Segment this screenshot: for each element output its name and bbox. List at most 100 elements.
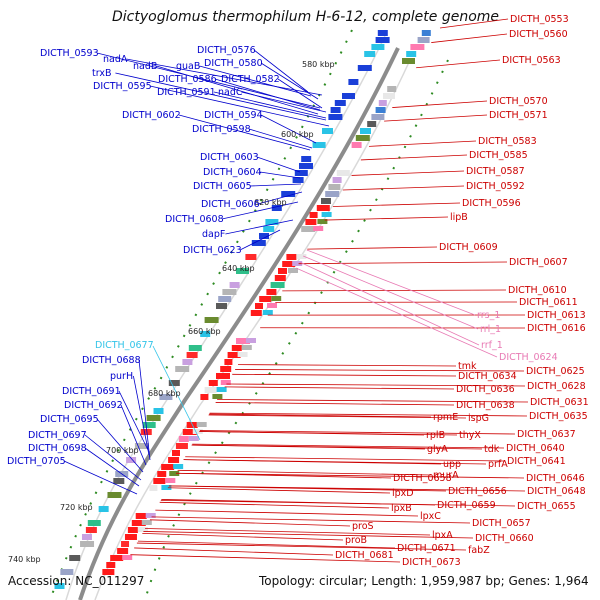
feature-block (402, 58, 415, 64)
feature-block (422, 30, 431, 36)
feature-block (317, 205, 330, 211)
feature-block (205, 387, 217, 393)
left-gene-label: DICTH_0697 (28, 430, 87, 441)
right-gene-label: DICTH_0611 (519, 297, 578, 308)
feature-block (331, 107, 341, 113)
right-gene-label: DICTH_0571 (489, 110, 548, 121)
feature-block (80, 541, 94, 547)
feature-block (275, 275, 286, 281)
left-gene-label: DICTH_0586 (158, 74, 217, 85)
right-gene-label: lpxD (392, 488, 414, 499)
kbp-tick-label: 580 kbp (302, 60, 335, 69)
feature-block (176, 443, 188, 449)
right-gene-label: DICTH_0560 (509, 29, 568, 40)
right-gene-label: lpxB (391, 503, 412, 514)
feature-block (328, 184, 340, 190)
feature-block (122, 555, 132, 560)
rna-connector (307, 250, 475, 315)
right-connector (155, 510, 418, 516)
left-gene-label: DICTH_0692 (64, 400, 123, 411)
feature-block (212, 394, 222, 399)
left-gene-label: DICTH_0691 (62, 386, 121, 397)
genome-map: 580 kbp600 kbp620 kbp640 kbp660 kbp680 k… (0, 0, 600, 600)
feature-block (371, 44, 384, 50)
right-gene-label: DICTH_0641 (507, 456, 566, 467)
left-gene-label: DICTH_0606 (201, 199, 260, 210)
right-gene-label: lipB (450, 212, 468, 223)
right-gene-label: DICTH_0628 (527, 381, 586, 392)
right-gene-label: DICTH_0659 (437, 500, 496, 511)
right-gene-label: DICTH_0587 (466, 166, 525, 177)
feature-block (376, 107, 386, 113)
left-gene-label: DICTH_0582 (221, 74, 280, 85)
right-connector (352, 171, 464, 175)
feature-block (157, 471, 166, 477)
feature-block (165, 478, 175, 483)
feature-block (263, 226, 274, 232)
right-gene-label: DICTH_0563 (502, 55, 561, 66)
right-gene-label: DICTH_0553 (510, 14, 569, 25)
feature-block (406, 51, 416, 57)
right-gene-label: DICTH_0635 (529, 411, 588, 422)
feature-block (322, 212, 332, 217)
left-connector (225, 220, 293, 234)
right-gene-label: DICTH_0638 (456, 400, 515, 411)
right-connector (184, 460, 441, 464)
feature-block (142, 520, 152, 525)
right-gene-label: DICTH_0681 (335, 550, 394, 561)
left-gene-label: DICTH_0595 (93, 81, 152, 92)
feature-block (310, 212, 318, 218)
right-connector (275, 302, 517, 303)
left-gene-label: DICTH_0580 (204, 58, 263, 69)
feature-block (255, 303, 263, 309)
feature-block (218, 296, 231, 302)
feature-block (313, 142, 326, 148)
right-gene-label: DICTH_0634 (458, 371, 517, 382)
right-gene-label: DICTH_0673 (402, 557, 461, 568)
feature-block (216, 303, 227, 309)
kbp-tick-label: 660 kbp (188, 327, 221, 336)
right-connector (384, 115, 487, 121)
right-gene-label: DICTH_0657 (472, 518, 531, 529)
feature-block (172, 450, 180, 456)
feature-block (271, 296, 281, 301)
right-gene-label: rpmE (433, 412, 458, 423)
left-connector (250, 184, 301, 186)
right-connector (343, 186, 464, 190)
feature-block (99, 506, 109, 512)
left-gene-label: guaB (176, 61, 200, 72)
feature-block (197, 422, 207, 427)
feature-block (232, 345, 242, 351)
right-gene-label: DICTH_0609 (439, 242, 498, 253)
feature-block (205, 317, 219, 323)
kbp-tick-label: 680 kbp (148, 389, 181, 398)
feature-block (266, 289, 276, 295)
left-gene-label: dapF (202, 229, 225, 240)
feature-block (187, 352, 198, 358)
feature-block (113, 478, 124, 484)
feature-block (322, 128, 333, 134)
feature-block (286, 254, 296, 260)
right-gene-label: lpxC (420, 511, 441, 522)
feature-block (367, 121, 376, 127)
feature-block (220, 366, 231, 372)
feature-block (376, 37, 390, 43)
feature-block (371, 114, 384, 120)
right-gene-label: upp (443, 459, 461, 470)
right-connector (150, 520, 350, 526)
feature-block (364, 51, 375, 57)
feature-block (383, 93, 395, 99)
feature-block (410, 44, 424, 50)
feature-block (141, 429, 152, 435)
feature-block (328, 114, 342, 120)
right-gene-label: DICTH_0625 (526, 366, 585, 377)
left-gene-labels: DICTH_0593nadAnadBtrxBDICTH_0595DICTH_05… (7, 45, 280, 467)
left-gene-label: DICTH_0602 (122, 110, 181, 121)
right-gene-label: DICTH_0658 (393, 473, 452, 484)
feature-block (348, 79, 358, 85)
right-gene-label: proB (345, 535, 367, 546)
right-gene-label: DICTH_0616 (527, 323, 586, 334)
feature-block (251, 310, 262, 316)
feature-block (278, 268, 287, 274)
rna-gene-label: DICTH_0624 (499, 352, 558, 363)
